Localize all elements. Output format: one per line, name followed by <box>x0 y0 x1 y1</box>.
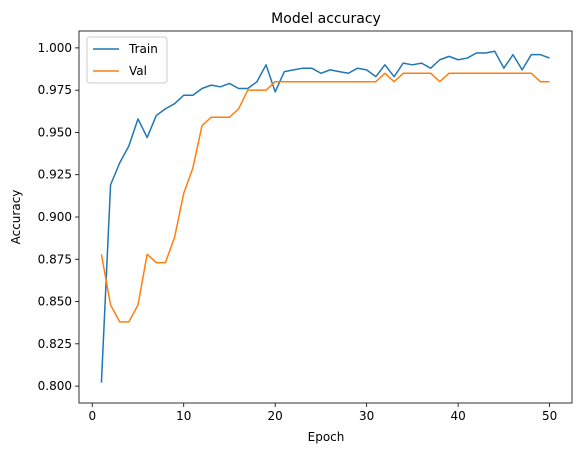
x-tick-label: 50 <box>542 409 557 423</box>
legend-label-train: Train <box>128 42 158 56</box>
y-tick-label: 0.950 <box>38 125 72 139</box>
series-line-train <box>100 50 550 383</box>
x-tick-label: 40 <box>450 409 465 423</box>
y-tick-label: 0.825 <box>38 337 72 351</box>
y-tick-label: 0.925 <box>38 168 72 182</box>
y-tick-label: 0.800 <box>38 379 72 393</box>
series-lines <box>100 50 550 383</box>
x-axis-label: Epoch <box>308 430 345 444</box>
plot-frame <box>78 30 573 404</box>
y-tick-label: 0.875 <box>38 252 72 266</box>
chart-title: Model accuracy <box>271 11 381 27</box>
legend: Train Val <box>86 36 168 84</box>
x-tick-label: 30 <box>359 409 374 423</box>
x-tick-label: 20 <box>268 409 283 423</box>
x-axis-ticks: 0 10 20 30 40 50 <box>88 403 557 423</box>
series-line-val <box>100 72 550 323</box>
x-tick-label: 0 <box>88 409 96 423</box>
y-axis-ticks: 0.800 0.825 0.850 0.875 0.900 0.925 0.950 0.975… <box>38 41 79 393</box>
x-tick-label: 10 <box>176 409 191 423</box>
y-axis-label: Accuracy <box>9 190 23 245</box>
legend-label-val: Val <box>129 64 147 78</box>
y-tick-label: 0.900 <box>38 210 72 224</box>
y-tick-label: 0.850 <box>38 295 72 309</box>
y-tick-label: 0.975 <box>38 83 72 97</box>
y-tick-label: 1.000 <box>38 41 72 55</box>
